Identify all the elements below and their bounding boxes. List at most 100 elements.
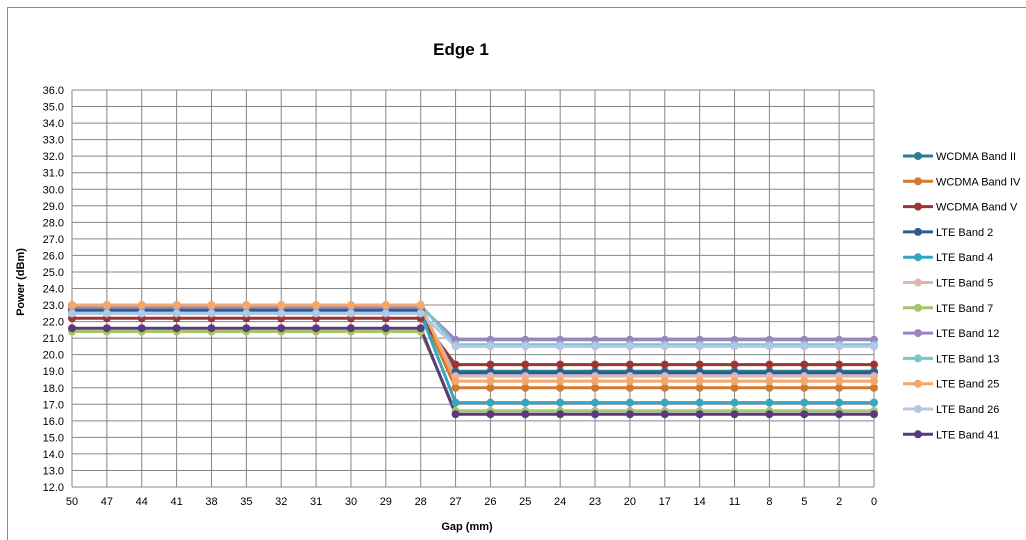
y-tick-label: 23.0: [43, 300, 64, 312]
chart-legend: WCDMA Band II WCDMA Band IV WCDMA Band V LT…: [903, 151, 1021, 441]
legend-swatch-marker: [914, 303, 922, 312]
data-point: [556, 360, 565, 369]
x-tick-label: 31: [310, 496, 322, 508]
data-point: [521, 410, 530, 419]
legend-swatch-marker: [914, 177, 922, 186]
data-point: [625, 410, 634, 419]
legend-label: LTE Band 25: [936, 379, 999, 391]
data-point: [312, 324, 321, 333]
series-line: [72, 316, 874, 367]
data-point: [172, 301, 181, 310]
y-tick-label: 15.0: [43, 432, 64, 444]
legend-label: LTE Band 26: [936, 404, 999, 416]
data-point: [591, 342, 600, 351]
data-point: [451, 383, 460, 392]
data-point: [660, 360, 669, 369]
legend-label: WCDMA Band II: [936, 151, 1016, 163]
y-tick-label: 36.0: [43, 85, 64, 97]
data-point: [730, 398, 739, 407]
data-point: [730, 360, 739, 369]
y-tick-label: 26.0: [43, 250, 64, 262]
x-tick-label: 14: [694, 496, 706, 508]
x-tick-label: 32: [275, 496, 287, 508]
data-point: [695, 398, 704, 407]
data-point: [870, 398, 878, 407]
data-point: [312, 309, 321, 318]
y-tick-label: 30.0: [43, 184, 64, 196]
data-point: [346, 309, 355, 318]
data-point: [242, 324, 251, 333]
series-line: [72, 305, 874, 342]
legend-swatch-marker: [914, 379, 922, 388]
data-point: [556, 398, 565, 407]
legend-swatch-marker: [914, 152, 922, 160]
x-tick-label: 23: [589, 496, 601, 508]
data-point: [835, 360, 844, 369]
data-point: [800, 377, 809, 386]
x-tick-label: 0: [871, 496, 877, 508]
y-tick-label: 35.0: [43, 102, 64, 114]
y-tick-label: 12.0: [43, 482, 64, 494]
series-line: [72, 330, 874, 413]
data-point: [486, 377, 495, 386]
data-point: [625, 360, 634, 369]
data-point: [695, 342, 704, 351]
legend-label: LTE Band 4: [936, 252, 993, 264]
data-point: [765, 377, 774, 386]
series-line: [72, 326, 874, 416]
y-tick-label: 22.0: [43, 317, 64, 329]
data-point: [346, 324, 355, 333]
data-point: [765, 410, 774, 419]
data-point: [521, 398, 530, 407]
x-tick-label: 29: [380, 496, 392, 508]
data-point: [137, 324, 146, 333]
x-axis-ticks: 50 47 44 41 38 35 32 31 30 29 28 27 26 25 24 23 20 17 14 11…: [66, 496, 877, 508]
data-point: [591, 383, 600, 392]
data-point: [870, 342, 878, 351]
data-point: [451, 398, 460, 407]
series-line: [72, 303, 874, 383]
data-point: [207, 324, 216, 333]
data-point: [870, 360, 878, 369]
x-tick-label: 25: [519, 496, 531, 508]
data-point: [695, 377, 704, 386]
x-tick-label: 30: [345, 496, 357, 508]
data-point: [625, 383, 634, 392]
data-point: [556, 410, 565, 419]
data-point: [660, 342, 669, 351]
x-axis-title: Gap (mm): [441, 521, 493, 533]
x-tick-label: 44: [136, 496, 148, 508]
series-lines: [72, 303, 874, 416]
y-tick-label: 21.0: [43, 333, 64, 345]
data-point: [556, 377, 565, 386]
x-tick-label: 2: [836, 496, 842, 508]
data-point: [381, 301, 390, 310]
legend-label: LTE Band 12: [936, 328, 999, 340]
legend-swatch-marker: [914, 253, 922, 262]
y-tick-label: 25.0: [43, 267, 64, 279]
data-point: [451, 360, 460, 369]
data-point: [381, 324, 390, 333]
data-point: [68, 324, 76, 333]
legend-swatch-marker: [914, 354, 922, 363]
data-point: [102, 309, 111, 318]
data-point: [660, 398, 669, 407]
data-point: [416, 301, 425, 310]
data-point: [765, 383, 774, 392]
series-line: [72, 308, 874, 375]
y-tick-label: 24.0: [43, 284, 64, 296]
x-tick-label: 38: [205, 496, 217, 508]
data-point: [416, 309, 425, 318]
data-point: [835, 377, 844, 386]
legend-swatch-marker: [914, 329, 922, 338]
data-point: [242, 301, 251, 310]
y-tick-label: 33.0: [43, 135, 64, 147]
y-tick-label: 20.0: [43, 350, 64, 362]
x-tick-label: 28: [415, 496, 427, 508]
y-tick-label: 32.0: [43, 151, 64, 163]
x-tick-label: 20: [624, 496, 636, 508]
data-point: [451, 410, 460, 419]
x-tick-label: 47: [101, 496, 113, 508]
data-point: [207, 309, 216, 318]
